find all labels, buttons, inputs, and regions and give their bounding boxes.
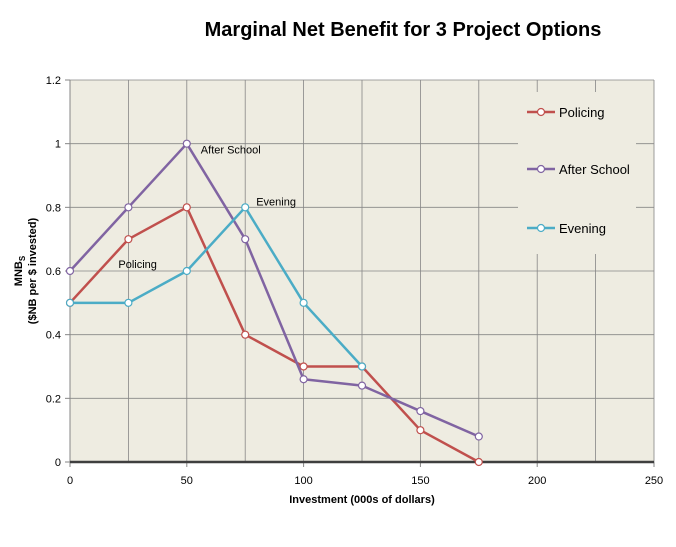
x-axis-title: Investment (000s of dollars): [289, 494, 435, 506]
data-point-after-school: [182, 139, 191, 148]
data-point-after-school: [357, 381, 367, 390]
y-tick-label: 0.6: [46, 266, 61, 278]
legend-item-evening: Evening: [527, 221, 606, 236]
legend-item-policing: Policing: [527, 105, 605, 120]
x-tick-label: 50: [181, 475, 193, 487]
series-group: [65, 139, 483, 467]
series-after-school: [65, 139, 483, 441]
x-tick-label: 250: [645, 475, 663, 487]
y-axis-title-line2: ($NB per $ invested): [27, 217, 39, 324]
data-point-evening: [241, 203, 250, 212]
svg-text:MNBS: MNBS: [13, 255, 27, 286]
annotations: After School Evening Policing: [118, 145, 296, 271]
data-point-after-school: [65, 266, 75, 276]
legend-label: Policing: [559, 105, 605, 120]
data-point-evening: [299, 298, 308, 307]
y-axis-title-line1: MNB: [13, 261, 25, 286]
tick-labels: 0 0.2 0.4 0.6 0.8 1 1.2 0 50 100 150 200 250: [46, 75, 663, 487]
data-point-after-school: [416, 406, 425, 416]
legend-swatch-marker: [536, 107, 546, 117]
x-tick-label: 150: [411, 475, 429, 487]
y-tick-label: 0: [55, 457, 61, 469]
legend-item-after-school: After School: [527, 162, 630, 177]
data-point-policing: [182, 203, 191, 212]
legend: Policing After School Evening: [527, 105, 630, 236]
legend-swatch-marker: [536, 164, 546, 174]
data-point-policing: [474, 457, 483, 467]
annotation-label: After School: [201, 145, 261, 157]
data-point-evening: [65, 298, 75, 307]
x-tick-label: 0: [67, 475, 73, 487]
y-tick-label: 0.8: [46, 202, 61, 214]
data-point-after-school: [124, 203, 133, 212]
data-point-policing: [299, 362, 308, 371]
legend-swatch-marker: [536, 223, 546, 233]
data-point-evening: [124, 298, 133, 307]
data-point-policing: [124, 235, 133, 244]
legend-label: After School: [559, 162, 630, 177]
y-tick-label: 0.4: [46, 330, 61, 342]
annotation-label: Evening: [256, 196, 296, 208]
series-line-evening: [70, 206, 363, 368]
data-point-after-school: [474, 432, 483, 441]
y-tick-label: 0.2: [46, 393, 61, 405]
x-tick-label: 100: [294, 475, 312, 487]
y-tick-label: 1.2: [46, 75, 61, 87]
y-axis-title-subscript: S: [18, 255, 27, 261]
data-point-evening: [357, 362, 367, 371]
series-evening: [65, 203, 367, 371]
chart-title: Marginal Net Benefit for 3 Project Optio…: [205, 19, 602, 41]
y-tick-label: 1: [55, 139, 61, 151]
data-point-evening: [182, 266, 191, 276]
series-line-policing: [69, 206, 480, 464]
series-line-after-school: [69, 142, 480, 438]
y-axis-title: MNBS ($NB per $ invested): [13, 217, 39, 324]
x-tick-label: 200: [528, 475, 546, 487]
data-point-policing: [241, 330, 250, 339]
data-point-after-school: [299, 375, 308, 384]
annotation-label: Policing: [118, 259, 157, 271]
data-point-after-school: [241, 235, 250, 244]
legend-label: Evening: [559, 221, 606, 236]
data-point-policing: [416, 426, 425, 435]
